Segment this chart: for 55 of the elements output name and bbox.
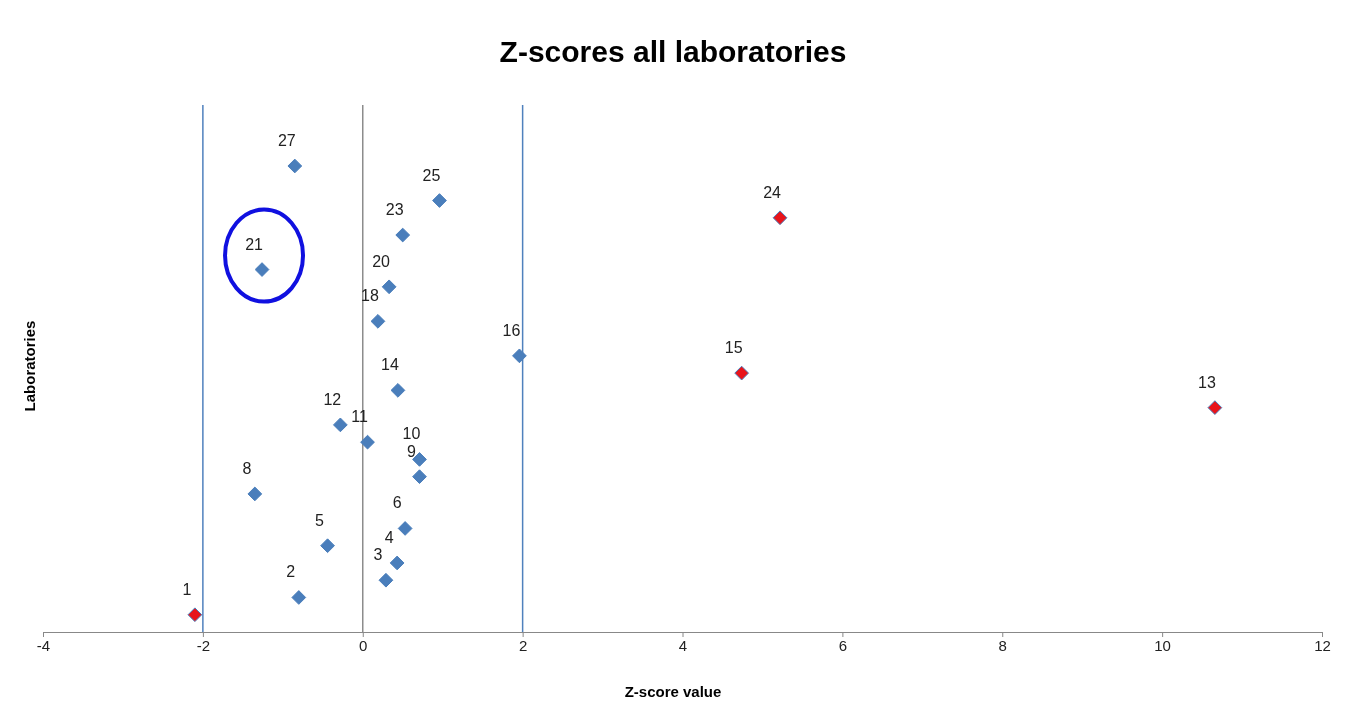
x-tick-label: 10: [1154, 636, 1171, 654]
data-label: 12: [323, 390, 342, 408]
data-label: 23: [385, 201, 404, 219]
point: [389, 555, 405, 571]
data-label: 1: [182, 580, 192, 598]
x-tick-label: 4: [678, 636, 688, 654]
x-tick-label: 12: [1314, 636, 1331, 654]
point: [1207, 400, 1223, 415]
data-label: 18: [361, 287, 379, 305]
point: [378, 572, 394, 588]
point: [287, 158, 303, 174]
x-tick-label: -2: [196, 636, 211, 654]
data-label: 10: [402, 425, 421, 443]
point: [734, 365, 750, 381]
data-label: 11: [351, 408, 368, 426]
x-tick-label: 8: [998, 636, 1007, 654]
x-tick-label: 2: [518, 636, 528, 654]
data-label: 14: [381, 356, 399, 374]
data-label: 27: [277, 132, 296, 149]
data-label: 5: [315, 511, 325, 529]
point: [412, 469, 427, 485]
point: [291, 590, 307, 605]
x-tick-label: 0: [359, 636, 368, 654]
data-label: 4: [384, 528, 394, 546]
point: [395, 227, 411, 243]
data-label: 3: [373, 546, 383, 564]
x-axis-title: Z-score value: [624, 683, 722, 700]
point: [333, 417, 348, 433]
x-tick-label: 6: [838, 636, 848, 654]
chart-title: Z-scores all laboratories: [499, 35, 847, 68]
point: [772, 210, 788, 226]
point: [397, 521, 413, 536]
data-label: 16: [502, 321, 521, 339]
point: [370, 313, 386, 329]
data-label: 6: [392, 494, 402, 512]
data-label: 2: [286, 563, 296, 581]
data-label: 24: [763, 183, 782, 201]
point: [320, 538, 335, 554]
x-tick-label: -4: [36, 636, 51, 654]
point: [360, 434, 375, 450]
data-label: 9: [407, 442, 417, 460]
data-label: 20: [372, 252, 391, 270]
data-label: 15: [724, 339, 743, 357]
point: [512, 348, 527, 364]
data-label: 13: [1197, 373, 1216, 391]
point: [390, 383, 406, 398]
data-label: 8: [242, 459, 252, 477]
point: [247, 486, 263, 502]
point: [432, 193, 447, 208]
point: [187, 607, 203, 623]
data-label: 25: [422, 166, 441, 184]
point: [381, 279, 397, 295]
point: [254, 262, 270, 277]
y-axis-title: Laboratories: [21, 320, 38, 412]
data-label: 21: [245, 235, 264, 253]
